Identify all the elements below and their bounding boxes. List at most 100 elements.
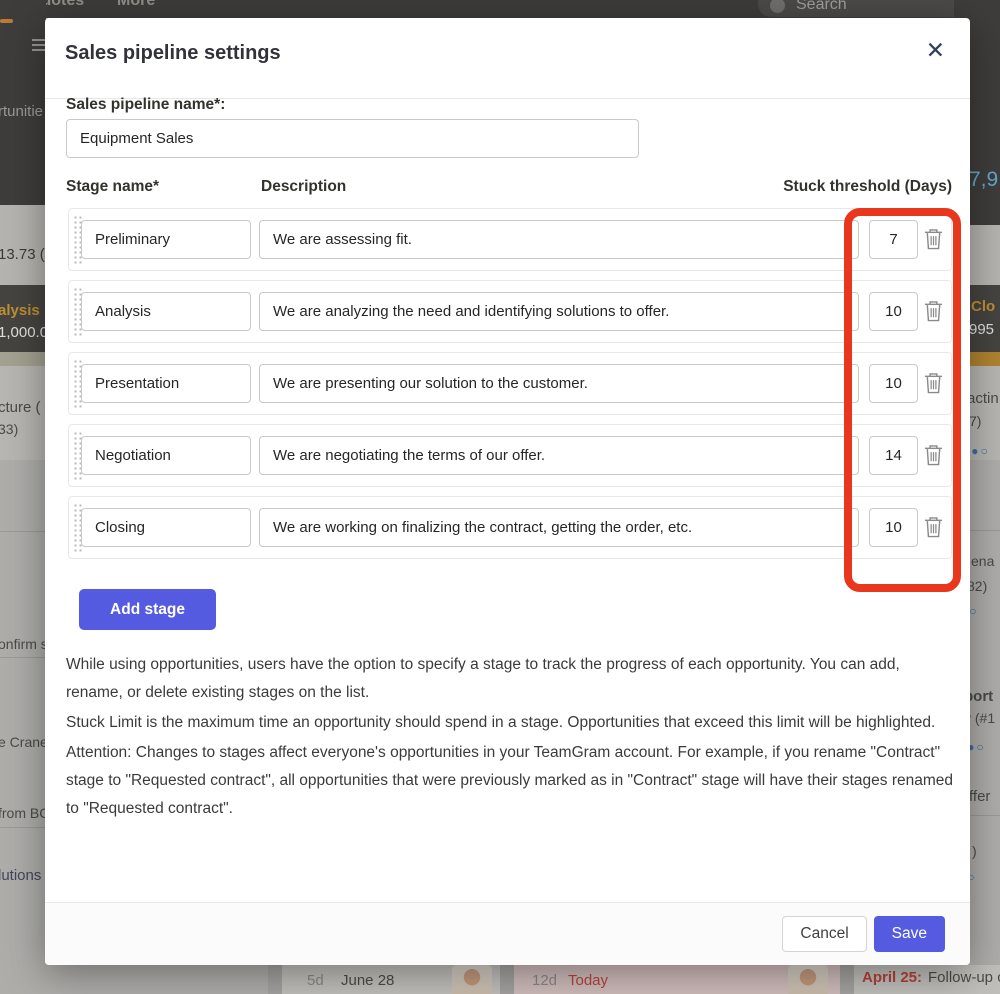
bg-fragment: onfirm s <box>0 636 48 652</box>
bg-fragment: lutions <box>0 867 42 884</box>
stuck-threshold-input[interactable] <box>869 292 918 331</box>
contact-avatar <box>788 965 828 994</box>
help-paragraph: While using opportunities, users have th… <box>66 656 900 701</box>
bg-fragment: y (#1 <box>964 710 996 726</box>
delete-stage-button[interactable] <box>920 225 946 255</box>
bg-fragment: 995 <box>969 321 995 338</box>
trash-icon <box>924 372 942 393</box>
app-top-navbar <box>0 0 1000 18</box>
bg-band-left-olive <box>0 352 46 366</box>
stage-row <box>68 424 952 487</box>
bg-divider <box>0 657 46 658</box>
delete-stage-button[interactable] <box>920 297 946 327</box>
help-paragraph: Stuck Limit is the maximum time an oppor… <box>66 714 936 731</box>
dialog-footer: Cancel Save <box>45 902 970 965</box>
stage-description-input[interactable] <box>259 364 859 403</box>
stuck-threshold-input[interactable] <box>869 436 918 475</box>
drag-handle-icon[interactable] <box>72 286 82 337</box>
bg-fragment: ) <box>972 843 977 859</box>
nav-item-more[interactable]: More <box>117 0 156 9</box>
bg-fragment: cture ( <box>0 399 41 416</box>
trash-icon <box>924 516 942 537</box>
delete-stage-button[interactable] <box>920 513 946 543</box>
bg-band-left-columnheader <box>0 285 46 352</box>
bg-fragment: 7) <box>969 413 982 429</box>
bg-divider <box>954 815 1000 816</box>
bg-fragment: 33) <box>0 421 19 437</box>
stage-name-input[interactable] <box>81 292 251 331</box>
pipeline-name-label: Sales pipeline name*: <box>66 96 226 113</box>
bg-column-gap <box>840 965 854 994</box>
help-paragraph: Attention: Changes to stages affect ever… <box>66 744 954 817</box>
stage-description-input[interactable] <box>259 508 859 547</box>
card-date: Today <box>568 972 609 989</box>
card-age: 12d <box>532 972 558 989</box>
stage-description-input[interactable] <box>259 436 859 475</box>
bg-fragment: ffer <box>969 788 991 805</box>
save-button[interactable]: Save <box>873 916 945 952</box>
bg-kanban-card[interactable] <box>854 965 1000 994</box>
stage-row <box>68 280 952 343</box>
bg-band-left-card <box>0 366 46 460</box>
drag-handle-icon[interactable] <box>72 430 82 481</box>
bg-divider <box>0 531 46 532</box>
drag-handle-icon[interactable] <box>72 214 82 265</box>
bg-fragment: 7,9 <box>969 168 999 191</box>
bg-fragment: 1,000.0 <box>0 324 49 341</box>
trash-icon <box>924 300 942 321</box>
search-placeholder: Search <box>796 0 847 13</box>
bg-left-dark-panel <box>0 0 46 205</box>
stuck-threshold-input[interactable] <box>869 508 918 547</box>
contact-avatar <box>452 965 492 994</box>
delete-stage-button[interactable] <box>920 369 946 399</box>
stage-name-input[interactable] <box>81 220 251 259</box>
bg-fragment: Clo <box>971 298 996 315</box>
stage-name-input[interactable] <box>81 508 251 547</box>
user-avatar-icon <box>770 0 785 13</box>
stage-row <box>68 352 952 415</box>
bg-kanban-card[interactable] <box>514 965 840 994</box>
stuck-threshold-input[interactable] <box>869 364 918 403</box>
bg-fragment: alysis <box>0 302 40 319</box>
bg-fragment: rtunitie <box>0 103 44 120</box>
drag-handle-icon[interactable] <box>72 358 82 409</box>
bg-fragment: ena <box>971 553 995 569</box>
help-text: While using opportunities, users have th… <box>66 651 959 825</box>
add-stage-button[interactable]: Add stage <box>79 589 216 630</box>
sales-pipeline-settings-dialog: Sales pipeline settings ✕ Sales pipeline… <box>45 18 970 965</box>
pipeline-name-input[interactable] <box>66 119 639 158</box>
bg-column-gap <box>268 965 282 994</box>
stuck-threshold-input[interactable] <box>869 220 918 259</box>
bg-divider <box>954 530 1000 531</box>
cancel-button[interactable]: Cancel <box>782 916 867 952</box>
card-age: 5d <box>307 972 324 989</box>
dialog-title: Sales pipeline settings <box>65 42 281 64</box>
column-header-stage-name: Stage name* <box>66 178 160 195</box>
bg-column-gap <box>500 965 514 994</box>
stage-description-input[interactable] <box>259 292 859 331</box>
hamburger-menu-icon[interactable] <box>32 39 48 52</box>
card-note: Follow-up ca <box>928 969 1000 986</box>
drag-handle-icon[interactable] <box>72 502 82 553</box>
stage-name-input[interactable] <box>81 436 251 475</box>
trash-icon <box>924 228 942 249</box>
dialog-header: Sales pipeline settings ✕ <box>45 18 970 99</box>
stage-description-input[interactable] <box>259 220 859 259</box>
bg-fragment: 13.73 ( <box>0 246 45 263</box>
bg-fragment: e Crane <box>0 734 48 750</box>
bg-fragment: from BC <box>0 805 50 821</box>
card-date: June 28 <box>341 972 395 989</box>
card-date: April 25: <box>862 969 923 986</box>
delete-stage-button[interactable] <box>920 441 946 471</box>
nav-item-quotes[interactable]: Quotes <box>29 0 85 9</box>
stage-name-input[interactable] <box>81 364 251 403</box>
close-icon[interactable]: ✕ <box>920 38 951 63</box>
trash-icon <box>924 444 942 465</box>
bg-fragment: actin <box>967 390 999 407</box>
global-search-input[interactable] <box>758 0 1000 17</box>
bg-fragment: 82) <box>967 578 988 594</box>
column-header-description: Description <box>261 178 347 195</box>
bg-fragment: port <box>964 688 994 705</box>
stage-row <box>68 208 952 271</box>
